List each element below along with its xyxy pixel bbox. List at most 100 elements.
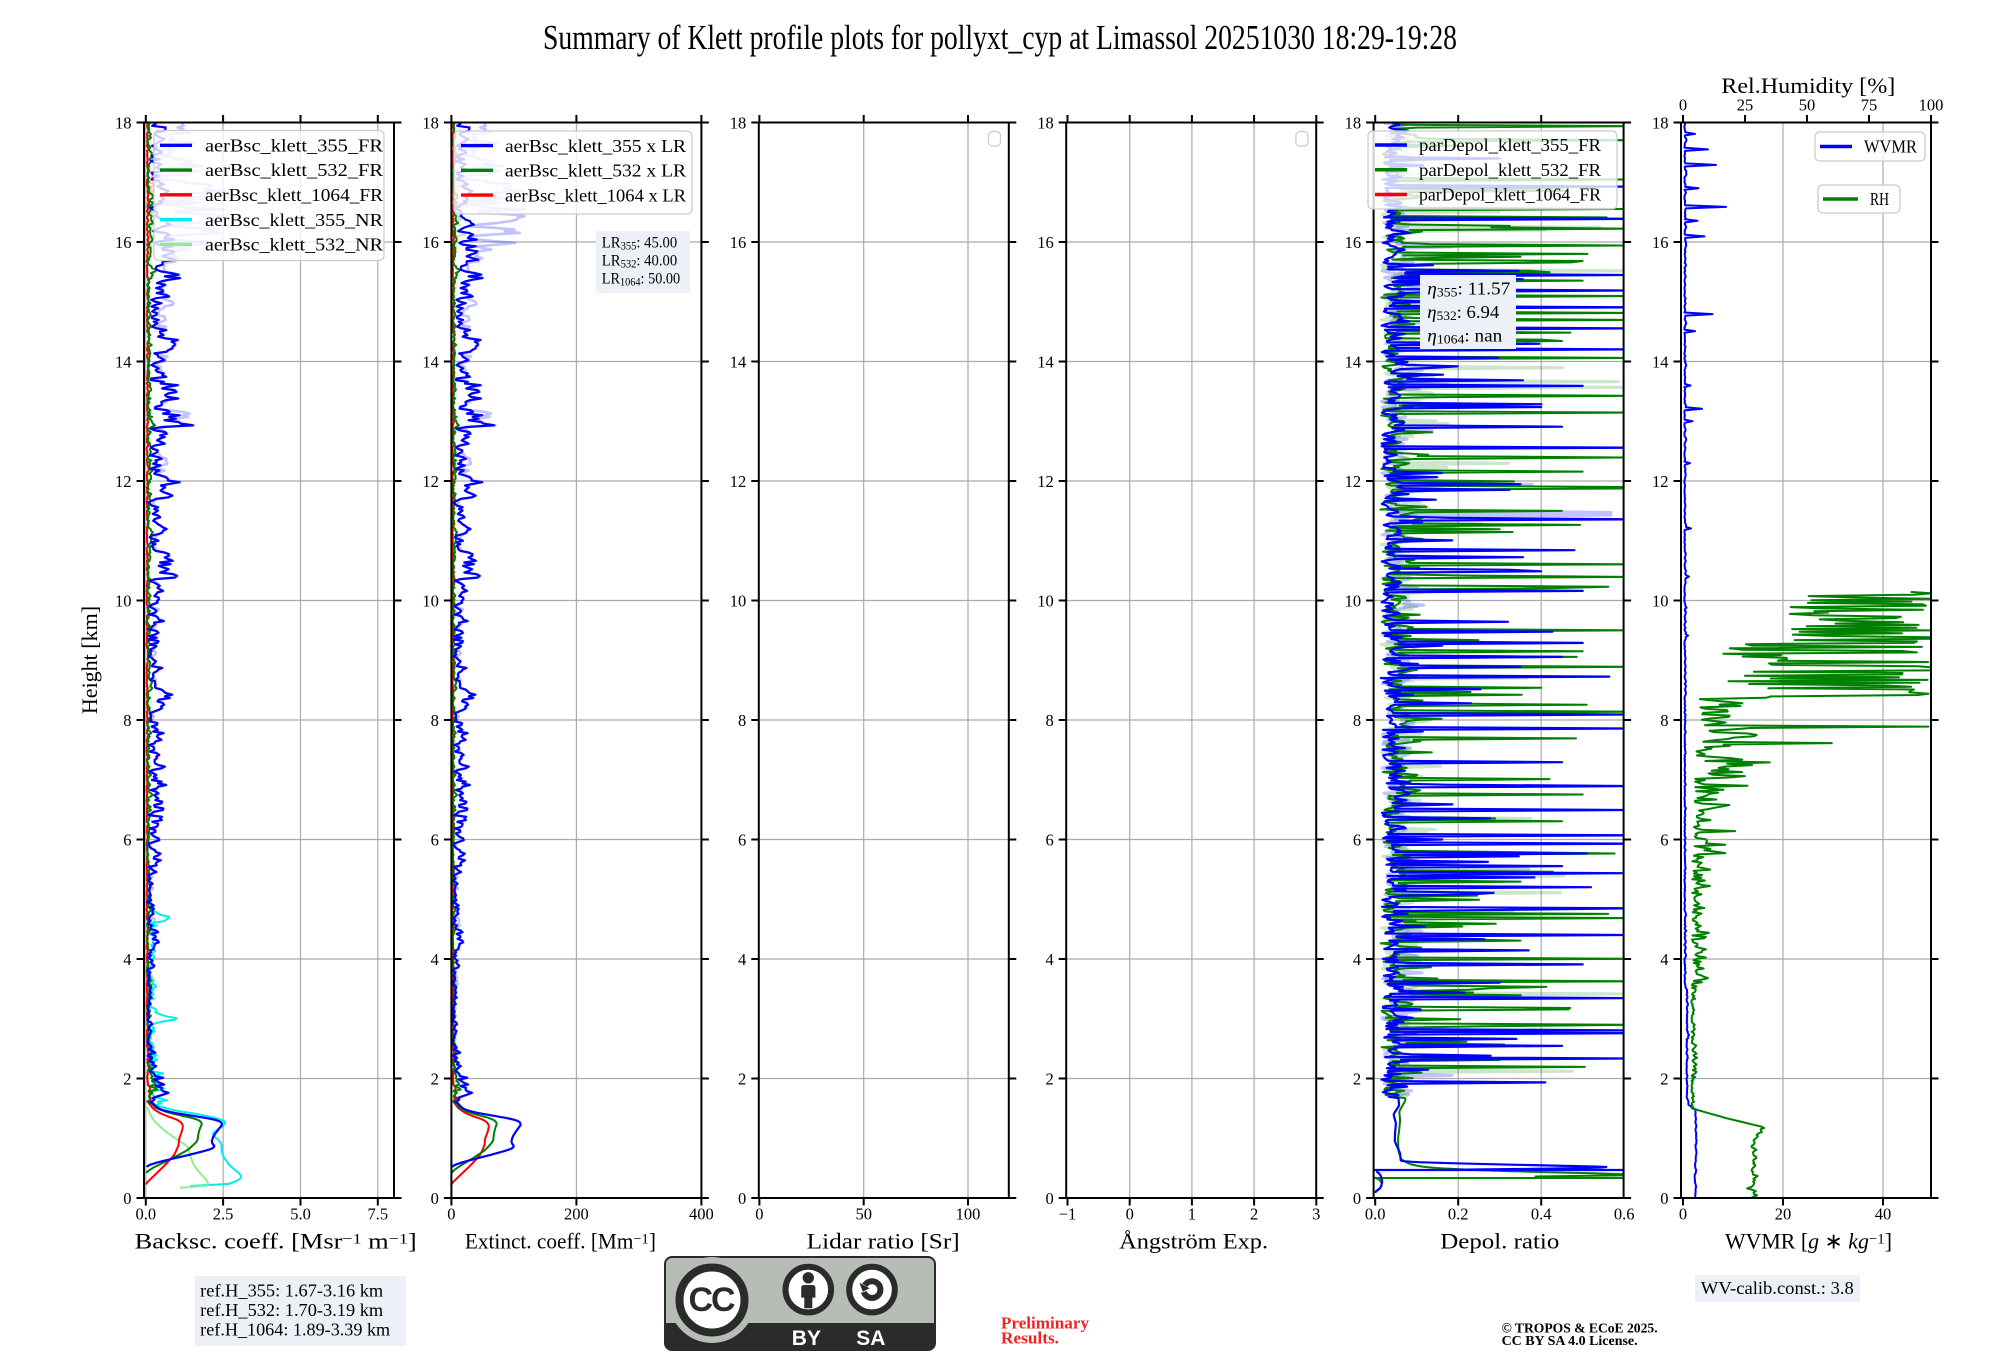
svg-text:aerBsc_klett_532_NR: aerBsc_klett_532_NR xyxy=(205,235,383,255)
svg-text:14: 14 xyxy=(1652,353,1669,372)
svg-text:1: 1 xyxy=(1188,1205,1196,1224)
svg-text:2: 2 xyxy=(123,1070,131,1089)
svg-text:16: 16 xyxy=(1037,233,1054,252)
svg-text:Results.: Results. xyxy=(1001,1329,1059,1348)
svg-text:WVMR: WVMR xyxy=(1864,137,1917,157)
svg-text:10: 10 xyxy=(1652,592,1669,611)
svg-text:7.5: 7.5 xyxy=(367,1205,388,1224)
svg-text:2: 2 xyxy=(1250,1205,1258,1224)
svg-text:16: 16 xyxy=(1345,233,1362,252)
svg-text:aerBsc_klett_1064 x LR: aerBsc_klett_1064 x LR xyxy=(505,185,686,205)
svg-text:aerBsc_klett_532_FR: aerBsc_klett_532_FR xyxy=(205,160,383,180)
svg-text:aerBsc_klett_355_FR: aerBsc_klett_355_FR xyxy=(205,136,383,156)
svg-text:2.5: 2.5 xyxy=(213,1205,234,1224)
svg-text:18: 18 xyxy=(730,114,747,133)
svg-text:16: 16 xyxy=(422,233,439,252)
svg-text:2: 2 xyxy=(1353,1070,1361,1089)
svg-text:18: 18 xyxy=(422,114,439,133)
svg-text:200: 200 xyxy=(564,1205,589,1224)
svg-text:14: 14 xyxy=(422,353,439,372)
svg-text:Extinct. coeff. [Mm−1]: Extinct. coeff. [Mm−1] xyxy=(465,1229,656,1254)
svg-text:WV-calib.const.: 3.8: WV-calib.const.: 3.8 xyxy=(1701,1278,1854,1298)
svg-text:0.6: 0.6 xyxy=(1614,1205,1635,1224)
svg-text:ref.H_532: 1.70-3.19 km: ref.H_532: 1.70-3.19 km xyxy=(200,1300,383,1320)
svg-text:WVMR [g ∗ kg−1]: WVMR [g ∗ kg−1] xyxy=(1725,1229,1892,1254)
svg-text:Height [km]: Height [km] xyxy=(77,606,102,714)
svg-text:SA: SA xyxy=(856,1327,885,1350)
svg-text:Ångström Exp.: Ångström Exp. xyxy=(1119,1229,1268,1254)
svg-text:2: 2 xyxy=(431,1070,439,1089)
svg-text:aerBsc_klett_1064_FR: aerBsc_klett_1064_FR xyxy=(205,185,383,205)
svg-text:14: 14 xyxy=(115,353,132,372)
svg-text:20: 20 xyxy=(1775,1205,1792,1224)
svg-text:0: 0 xyxy=(123,1189,131,1208)
svg-text:8: 8 xyxy=(1660,711,1668,730)
svg-text:aerBsc_klett_355 x LR: aerBsc_klett_355 x LR xyxy=(505,136,686,156)
svg-text:8: 8 xyxy=(1353,711,1361,730)
svg-text:−1: −1 xyxy=(1059,1205,1077,1224)
svg-text:6: 6 xyxy=(431,831,439,850)
svg-text:12: 12 xyxy=(730,472,747,491)
svg-text:0.0: 0.0 xyxy=(1365,1205,1386,1224)
svg-text:ref.H_355: 1.67-3.16 km: ref.H_355: 1.67-3.16 km xyxy=(200,1280,383,1300)
svg-text:2: 2 xyxy=(738,1070,746,1089)
svg-text:25: 25 xyxy=(1737,96,1754,115)
svg-text:16: 16 xyxy=(730,233,747,252)
svg-text:0: 0 xyxy=(1660,1189,1668,1208)
svg-text:18: 18 xyxy=(1345,114,1362,133)
svg-text:2: 2 xyxy=(1660,1070,1668,1089)
svg-text:© TROPOS & ECoE 2025.: © TROPOS & ECoE 2025. xyxy=(1502,1321,1658,1336)
svg-text:4: 4 xyxy=(1660,950,1668,969)
svg-text:LR355: 45.00: LR355: 45.00 xyxy=(602,235,677,253)
svg-text:0: 0 xyxy=(1353,1189,1361,1208)
svg-text:100: 100 xyxy=(956,1205,981,1224)
svg-text:0: 0 xyxy=(431,1189,439,1208)
svg-text:LR532: 40.00: LR532: 40.00 xyxy=(602,253,677,271)
svg-text:12: 12 xyxy=(1652,472,1669,491)
svg-text:3: 3 xyxy=(1312,1205,1320,1224)
svg-text:0.4: 0.4 xyxy=(1531,1205,1552,1224)
svg-text:6: 6 xyxy=(1353,831,1361,850)
svg-text:0: 0 xyxy=(738,1189,746,1208)
svg-text:5.0: 5.0 xyxy=(290,1205,311,1224)
svg-text:0: 0 xyxy=(1126,1205,1134,1224)
svg-text:14: 14 xyxy=(1345,353,1362,372)
svg-text:14: 14 xyxy=(1037,353,1054,372)
svg-text:400: 400 xyxy=(689,1205,714,1224)
svg-text:parDepol_klett_532_FR: parDepol_klett_532_FR xyxy=(1419,160,1601,180)
svg-text:8: 8 xyxy=(738,711,746,730)
svg-text:6: 6 xyxy=(123,831,131,850)
svg-text:6: 6 xyxy=(1045,831,1053,850)
svg-text:0: 0 xyxy=(1679,96,1687,115)
svg-text:Backsc. coeff. [Msr−1 m−1]: Backsc. coeff. [Msr −1 m −1] xyxy=(135,1229,417,1254)
svg-text:6: 6 xyxy=(738,831,746,850)
svg-text:parDepol_klett_1064_FR: parDepol_klett_1064_FR xyxy=(1419,185,1601,205)
svg-text:10: 10 xyxy=(730,592,747,611)
svg-text:aerBsc_klett_355_NR: aerBsc_klett_355_NR xyxy=(205,210,383,230)
svg-text:4: 4 xyxy=(1353,950,1361,969)
svg-text:12: 12 xyxy=(1037,472,1054,491)
svg-text:4: 4 xyxy=(738,950,746,969)
svg-text:6: 6 xyxy=(1660,831,1668,850)
svg-text:50: 50 xyxy=(1799,96,1816,115)
svg-text:10: 10 xyxy=(422,592,439,611)
svg-text:CC BY SA 4.0 License.: CC BY SA 4.0 License. xyxy=(1502,1333,1638,1348)
svg-text:aerBsc_klett_532 x LR: aerBsc_klett_532 x LR xyxy=(505,161,686,181)
svg-text:Summary of Klett profile plots: Summary of Klett profile plots for polly… xyxy=(543,19,1457,57)
svg-text:0.2: 0.2 xyxy=(1448,1205,1469,1224)
svg-text:0: 0 xyxy=(447,1205,455,1224)
svg-text:0: 0 xyxy=(1045,1189,1053,1208)
svg-text:16: 16 xyxy=(115,233,132,252)
svg-text:RH: RH xyxy=(1870,189,1889,209)
svg-text:Lidar ratio [Sr]: Lidar ratio [Sr] xyxy=(807,1229,960,1254)
svg-text:BY: BY xyxy=(792,1327,821,1350)
svg-text:16: 16 xyxy=(1652,233,1669,252)
svg-text:4: 4 xyxy=(1045,950,1053,969)
svg-text:12: 12 xyxy=(115,472,132,491)
svg-text:LR1064: 50.00: LR1064: 50.00 xyxy=(602,271,680,289)
svg-text:18: 18 xyxy=(115,114,132,133)
svg-text:12: 12 xyxy=(1345,472,1362,491)
svg-text:Rel.Humidity [%]: Rel.Humidity [%] xyxy=(1721,73,1895,98)
svg-text:10: 10 xyxy=(115,592,132,611)
svg-text:ref.H_1064: 1.89-3.39 km: ref.H_1064: 1.89-3.39 km xyxy=(200,1319,390,1339)
